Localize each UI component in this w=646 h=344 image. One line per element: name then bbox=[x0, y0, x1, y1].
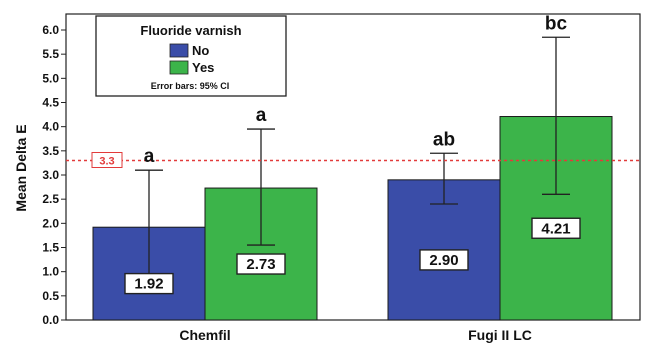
significance-label: a bbox=[256, 105, 267, 126]
reference-label: 3.3 bbox=[99, 156, 114, 168]
legend-swatch-yes bbox=[170, 61, 188, 74]
y-tick-label: 1.0 bbox=[42, 265, 59, 279]
legend-note: Error bars: 95% CI bbox=[151, 81, 230, 91]
y-tick-label: 1.5 bbox=[42, 241, 59, 255]
y-tick-label: 0.5 bbox=[42, 289, 59, 303]
y-tick-label: 3.0 bbox=[42, 168, 59, 182]
legend-title: Fluoride varnish bbox=[140, 23, 241, 38]
legend-label-no: No bbox=[192, 43, 209, 58]
x-category-label: Chemfil bbox=[179, 327, 230, 343]
y-tick-label: 2.5 bbox=[42, 192, 59, 206]
y-tick-label: 5.5 bbox=[42, 47, 59, 61]
y-tick-label: 4.0 bbox=[42, 120, 59, 134]
y-axis-title: Mean Delta E bbox=[13, 124, 29, 211]
data-label: 4.21 bbox=[541, 220, 570, 237]
y-tick-label: 0.0 bbox=[42, 313, 59, 327]
y-tick-label: 3.5 bbox=[42, 144, 59, 158]
y-tick-label: 5.0 bbox=[42, 71, 59, 85]
data-label: 1.92 bbox=[134, 276, 163, 293]
significance-label: ab bbox=[433, 129, 455, 150]
data-label: 2.90 bbox=[429, 252, 458, 269]
significance-label: bc bbox=[545, 13, 568, 34]
data-label: 2.73 bbox=[246, 256, 275, 273]
legend-swatch-no bbox=[170, 44, 188, 57]
y-tick-label: 2.0 bbox=[42, 216, 59, 230]
x-category-label: Fugi II LC bbox=[468, 327, 532, 343]
legend: Fluoride varnish No Yes Error bars: 95% … bbox=[96, 16, 286, 96]
y-tick-label: 4.5 bbox=[42, 96, 59, 110]
legend-label-yes: Yes bbox=[192, 60, 214, 75]
significance-label: a bbox=[144, 146, 155, 167]
y-tick-label: 6.0 bbox=[42, 23, 59, 37]
